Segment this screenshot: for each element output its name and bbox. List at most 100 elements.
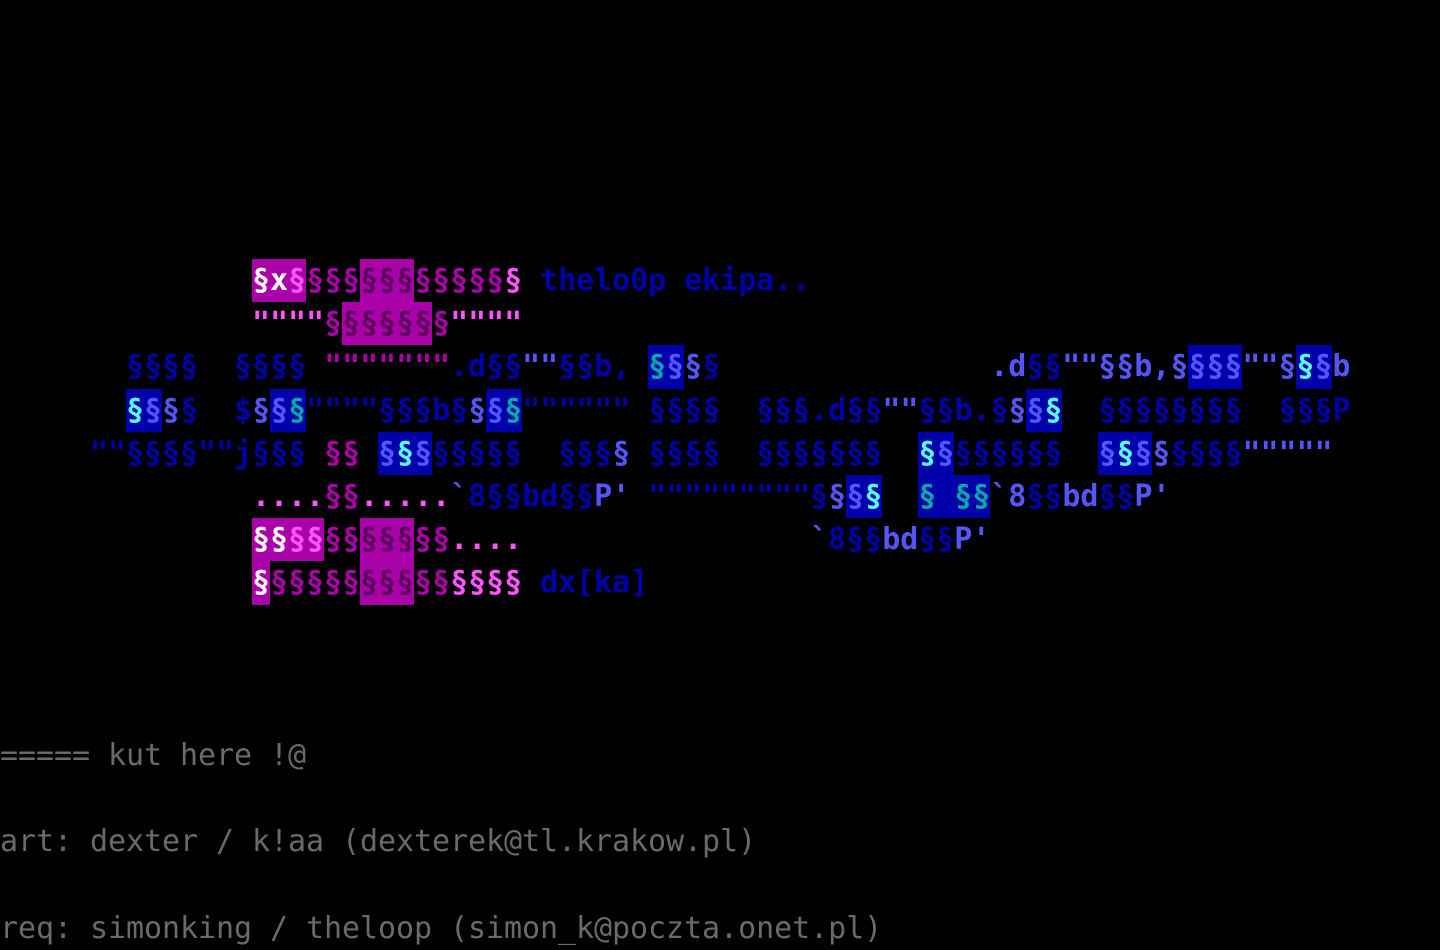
text-segment: ===== kut here !@ [0,738,307,774]
text-segment [0,259,252,302]
text-segment: § [936,431,954,475]
text-segment: §§§§§ [414,263,505,299]
text-segment [0,475,252,518]
text-segment: §§ [1098,479,1135,514]
text-line: §§§§§§§§§§§§§§§ dx[ka] [0,561,648,605]
text-segment: bd [882,522,919,558]
text-segment: § [414,431,432,475]
text-line: ===== kut here !@ [0,734,306,777]
text-segment: req: simonking / theloop (simon_k@poczta… [0,910,883,946]
text-segment [522,259,540,302]
text-segment [0,345,126,388]
text-segment: 8§§ [828,522,883,558]
text-segment: § [918,475,936,519]
text-segment [1062,432,1098,475]
text-segment: §§§§§ [342,302,432,346]
text-segment: §§ [324,435,361,471]
text-segment: §§ [1026,349,1063,385]
text-segment: § [990,392,1009,428]
text-segment: ` [450,479,469,514]
text-segment: §§ [252,518,288,562]
text-segment: $ [234,392,253,428]
text-segment: §§ [1026,479,1063,514]
text-line: ""§§§§""j§§§ §§ §§§§§§§§ §§§§ §§§§ §§§§§… [0,431,1333,475]
text-segment: """"""" [324,349,451,385]
text-segment: "" [1242,349,1279,385]
text-segment: §§§§ [234,349,307,385]
text-segment: § [396,431,414,475]
text-segment: §§§§§§§§ [1098,392,1243,428]
text-segment [882,432,918,475]
text-segment: §§§P [1278,392,1351,428]
text-segment: § [1296,345,1314,389]
text-line: §§§§ $§§§""""§§§b§§§§"""""" §§§§ §§§.d§§… [0,388,1351,432]
text-segment [360,432,378,475]
text-segment: .... [450,522,523,558]
text-segment: § [1026,388,1044,432]
text-segment [198,389,234,432]
text-segment: § [810,479,829,514]
text-segment: § [1278,349,1297,385]
text-segment: § [1008,392,1027,428]
text-segment [0,389,126,432]
text-segment: bd [1062,479,1099,514]
text-segment: §§§§ [648,435,721,471]
text-segment [306,432,324,475]
text-segment [720,345,990,388]
text-segment: § [1098,431,1116,475]
text-segment: § [270,388,288,432]
text-segment: P' [1134,479,1171,514]
text-segment: §§b, [1098,349,1171,385]
text-segment: ..... [360,479,451,514]
text-segment: § [288,259,306,303]
text-segment [630,432,648,475]
text-segment: §§§ [360,518,414,562]
text-segment: .d [990,349,1027,385]
text-segment [522,561,540,604]
text-segment: § [468,392,487,428]
text-segment: .... [252,479,325,514]
text-segment: P' [594,479,631,514]
text-segment: §§§§§ [432,435,523,471]
text-segment: § [1170,349,1189,385]
text-segment: § [864,475,882,519]
text-segment: §§ [324,522,361,558]
text-line: §§§§ §§§§ """"""".d§§""§§b, §§§§ .d§§""§… [0,345,1351,389]
text-segment: §§ [288,518,324,562]
text-segment: """"" [1242,435,1333,471]
text-segment [522,432,558,475]
text-segment: §§§§ [126,349,199,385]
text-segment: § [684,349,703,385]
text-segment: § [180,392,199,428]
text-segment: §§§§ [450,565,523,601]
text-segment [306,345,324,388]
text-segment: §§ [414,565,451,601]
text-segment: 8§§bd§§ [468,479,595,514]
text-segment: §§§ [1188,345,1242,389]
text-segment: "" [882,392,919,428]
text-segment: b [1332,349,1351,385]
text-segment: j§§§ [234,435,307,471]
text-segment: `8 [990,479,1027,514]
text-segment: § [1044,388,1062,432]
text-segment: """"""""" [648,479,811,514]
text-line: §x§§§§§§§§§§§§§ thelo0p ekipa.. [0,259,810,303]
text-segment: """" [306,392,379,428]
text-segment: §§§§§ [270,565,361,601]
text-segment [882,475,918,518]
text-segment: §x [252,259,288,303]
text-segment: § [828,479,847,514]
text-segment: § [162,392,181,428]
text-segment: §§ [918,522,955,558]
text-segment: §§§ [360,259,414,303]
text-segment [0,432,90,475]
text-segment: §§b. [918,392,991,428]
text-segment [0,518,252,561]
text-segment: § [378,431,396,475]
text-segment: § [1314,345,1332,389]
text-segment: § [486,388,504,432]
text-segment [630,475,648,518]
text-segment: § [918,431,936,475]
text-segment: """" [450,306,523,342]
